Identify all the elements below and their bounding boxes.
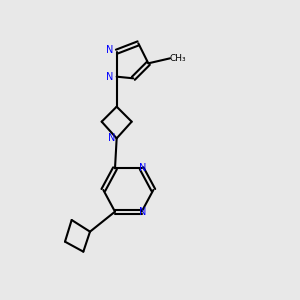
Text: N: N: [106, 72, 114, 82]
Text: N: N: [140, 163, 147, 173]
Text: CH₃: CH₃: [169, 54, 186, 63]
Text: N: N: [106, 45, 114, 55]
Text: N: N: [108, 133, 115, 143]
Text: N: N: [140, 207, 147, 217]
